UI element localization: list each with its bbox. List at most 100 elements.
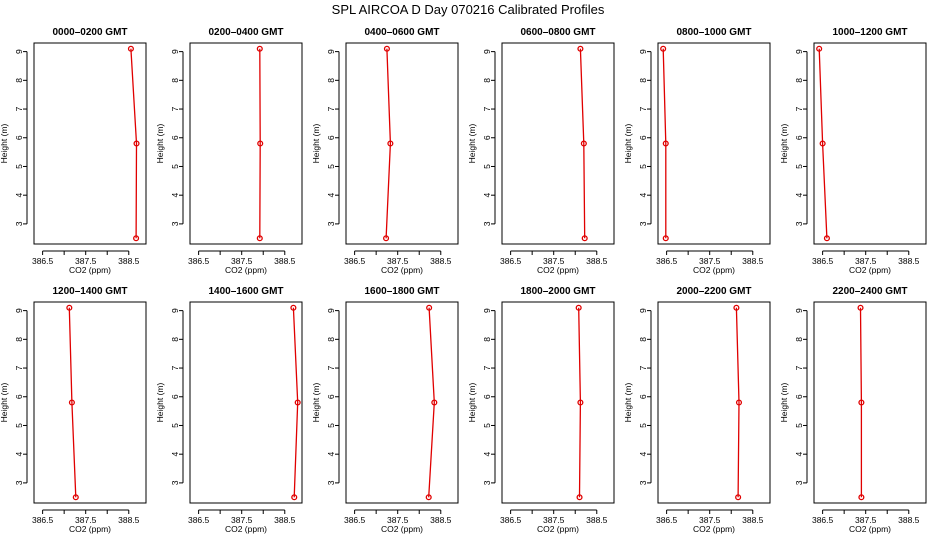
y-tick-label: 8 <box>14 337 24 342</box>
panel-title: 1400–1600 GMT <box>208 286 283 297</box>
y-tick-label: 5 <box>14 423 24 428</box>
y-axis-label: Height (m) <box>311 124 321 164</box>
plot-frame <box>501 301 615 504</box>
y-tick-label: 4 <box>326 452 336 457</box>
y-tick-label: 9 <box>170 49 180 54</box>
x-tick-label: 386.5 <box>344 256 366 266</box>
plot-frame <box>345 301 459 504</box>
y-tick-label: 6 <box>14 394 24 399</box>
y-tick-label: 5 <box>14 164 24 169</box>
data-point <box>426 304 433 311</box>
y-tick-label: 5 <box>326 423 336 428</box>
x-tick-label: 388.5 <box>118 256 140 266</box>
plot-frame <box>813 42 927 245</box>
x-tick-label: 388.5 <box>274 515 296 525</box>
x-axis-label: CO2 (ppm) <box>225 265 267 275</box>
y-tick-label: 6 <box>638 135 648 140</box>
panel-3: 0400–0600 GMT 386.5 387.5 388.5 CO2 (ppm) 3 4 5… <box>311 27 459 275</box>
x-tick-label: 386.5 <box>32 256 54 266</box>
x-tick-label: 388.5 <box>586 515 608 525</box>
profile-line <box>428 307 435 498</box>
profile-line <box>662 48 667 239</box>
x-axis-label: CO2 (ppm) <box>693 524 735 534</box>
data-point <box>662 235 669 242</box>
data-point <box>290 304 297 311</box>
y-tick-label: 9 <box>482 308 492 313</box>
y-tick-label: 4 <box>794 452 804 457</box>
x-tick-label: 388.5 <box>586 256 608 266</box>
profile-line <box>130 48 138 239</box>
x-axis-label: CO2 (ppm) <box>381 265 423 275</box>
y-axis-label: Height (m) <box>155 124 165 164</box>
y-tick-label: 6 <box>638 394 648 399</box>
panel-7: 1200–1400 GMT 386.5 387.5 388.5 CO2 (ppm) 3 4 5… <box>0 286 147 534</box>
y-axis-label: Height (m) <box>623 383 633 423</box>
panels-grid: 0000–0200 GMT 386.5 387.5 388.5 CO2 (ppm) 3 4 5… <box>0 27 927 534</box>
y-tick-label: 6 <box>14 135 24 140</box>
panel-title: 0800–1000 GMT <box>676 27 751 38</box>
x-tick-label: 386.5 <box>500 515 522 525</box>
y-tick-label: 9 <box>170 308 180 313</box>
y-axis-label: Height (m) <box>467 383 477 423</box>
x-tick-label: 386.5 <box>812 256 834 266</box>
panel-11: 2000–2200 GMT 386.5 387.5 388.5 CO2 (ppm) 3 4 5… <box>623 286 771 534</box>
y-tick-label: 5 <box>482 423 492 428</box>
data-point <box>294 399 301 406</box>
y-tick-label: 3 <box>326 221 336 226</box>
data-point <box>291 494 298 501</box>
y-tick-label: 5 <box>794 164 804 169</box>
y-tick-label: 8 <box>638 78 648 83</box>
y-tick-label: 8 <box>638 337 648 342</box>
y-tick-label: 4 <box>14 452 24 457</box>
x-tick-label: 386.5 <box>812 515 834 525</box>
y-tick-label: 4 <box>482 452 492 457</box>
y-axis-label: Height (m) <box>779 124 789 164</box>
x-axis-label: CO2 (ppm) <box>537 265 579 275</box>
figure-title: SPL AIRCOA D Day 070216 Calibrated Profi… <box>332 2 605 17</box>
y-tick-label: 3 <box>482 480 492 485</box>
x-axis-label: CO2 (ppm) <box>849 524 891 534</box>
y-tick-label: 9 <box>326 308 336 313</box>
data-point <box>858 399 865 406</box>
y-tick-label: 8 <box>326 337 336 342</box>
y-tick-label: 4 <box>638 193 648 198</box>
panel-10: 1800–2000 GMT 386.5 387.5 388.5 CO2 (ppm) 3 4 5… <box>467 286 615 534</box>
y-tick-label: 9 <box>794 308 804 313</box>
data-point <box>577 399 584 406</box>
data-point <box>735 494 742 501</box>
data-point <box>383 235 390 242</box>
x-tick-label: 388.5 <box>898 515 920 525</box>
y-tick-label: 4 <box>170 452 180 457</box>
x-tick-label: 388.5 <box>430 256 452 266</box>
data-point <box>66 304 73 311</box>
y-axis-label: Height (m) <box>623 124 633 164</box>
x-tick-label: 388.5 <box>898 256 920 266</box>
data-point <box>819 140 826 147</box>
y-tick-label: 8 <box>794 337 804 342</box>
y-tick-label: 5 <box>170 164 180 169</box>
data-point <box>580 140 587 147</box>
y-tick-label: 6 <box>170 135 180 140</box>
y-axis-label: Height (m) <box>779 383 789 423</box>
y-tick-label: 3 <box>638 480 648 485</box>
data-point <box>133 140 140 147</box>
y-tick-label: 5 <box>482 164 492 169</box>
profile-line <box>735 307 740 498</box>
data-point <box>425 494 432 501</box>
y-tick-label: 6 <box>326 135 336 140</box>
y-tick-label: 3 <box>14 480 24 485</box>
y-tick-label: 3 <box>14 221 24 226</box>
plot-frame <box>189 301 303 504</box>
data-point <box>823 235 830 242</box>
y-tick-label: 4 <box>14 193 24 198</box>
x-tick-label: 386.5 <box>500 256 522 266</box>
y-tick-label: 4 <box>638 452 648 457</box>
y-tick-label: 6 <box>482 394 492 399</box>
y-tick-label: 4 <box>170 193 180 198</box>
y-tick-label: 3 <box>638 221 648 226</box>
y-tick-label: 8 <box>326 78 336 83</box>
panel-title: 0000–0200 GMT <box>52 27 127 38</box>
y-tick-label: 7 <box>482 106 492 111</box>
data-point <box>383 45 390 52</box>
